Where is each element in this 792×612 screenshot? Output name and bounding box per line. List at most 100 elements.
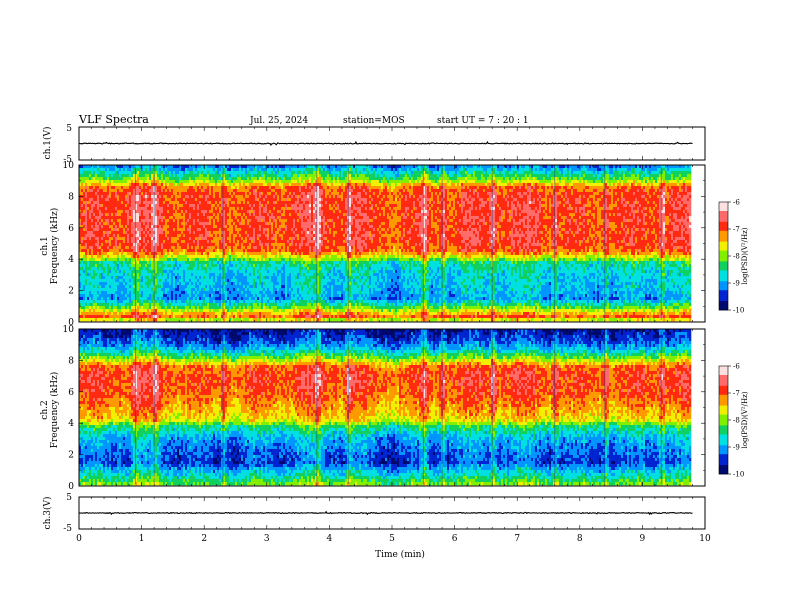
ch1-spectrogram-cell <box>205 174 208 178</box>
ch1-spectrogram-cell <box>115 255 118 259</box>
ch1-spectrogram-cell <box>111 240 114 250</box>
ch1-spectrogram-cell <box>355 315 358 319</box>
ch1-spectrogram-cell <box>261 180 264 184</box>
ch1-spectrogram-cell <box>167 177 170 184</box>
ch1-spectrogram-cell <box>161 222 164 229</box>
ch1-spectrogram-cell <box>143 165 146 172</box>
ch1-spectrogram-cell <box>213 213 216 217</box>
ch1-spectrogram-cell <box>251 315 254 319</box>
ch1-spectrogram-cell <box>341 294 344 301</box>
ch1-spectrogram-cell <box>255 261 258 268</box>
ch1-spectrogram-cell <box>137 213 140 223</box>
ch1-spectrogram-cell <box>91 201 94 205</box>
ch1-spectrogram-cell <box>125 234 128 247</box>
ch1-spectrogram-cell <box>395 198 398 202</box>
ch1-spectrogram-cell <box>399 198 402 211</box>
ch1-spectrogram-cell <box>197 219 200 223</box>
ch1-spectrogram-cell <box>311 234 314 238</box>
ch1-spectrogram-cell <box>283 198 286 202</box>
ch1-spectrogram-cell <box>371 180 374 187</box>
ch1-spectrogram-cell <box>375 291 378 298</box>
ch1-spectrogram-cell <box>297 219 300 223</box>
ch1-spectrogram-cell <box>259 183 262 187</box>
ch1-spectrogram-cell <box>219 258 222 262</box>
ch1-spectrogram-cell <box>215 204 218 208</box>
ch1-spectrogram-cell <box>93 177 96 184</box>
ch1-spectrogram-cell <box>255 300 258 304</box>
ch1-spectrogram-cell <box>195 201 198 238</box>
ch1-spectrogram-cell <box>241 201 244 208</box>
ch1-spectrogram-cell <box>353 258 356 262</box>
ch1-spectrogram-cell <box>405 303 408 307</box>
ch1-spectrogram-cell <box>297 315 300 319</box>
ch1-spectrogram-cell <box>295 285 298 304</box>
ch1-spectrogram-cell <box>339 195 342 199</box>
ch1-spectrogram-cell <box>157 174 160 178</box>
ch1-spectrogram-cell <box>395 177 398 181</box>
ch1-spectrogram-cell <box>199 285 202 292</box>
ch1-spectrogram-cell <box>381 282 384 292</box>
ch1-spectrogram-cell <box>301 255 304 259</box>
ch1-spectrogram-cell <box>259 186 262 193</box>
ch1-spectrogram-cell <box>165 270 168 274</box>
ch1-spectrogram-cell <box>195 252 198 259</box>
ch1-spectrogram-cell <box>167 219 170 223</box>
ch1-spectrogram-cell <box>143 231 146 235</box>
ch1-spectrogram-cell <box>341 258 344 262</box>
ch1-spectrogram-cell <box>311 300 314 304</box>
ch1-spectrogram-cell <box>381 300 384 307</box>
ch1-spectrogram-cell <box>91 309 94 313</box>
ch1-spectrogram-cell <box>83 306 86 310</box>
ch1-spectrogram-cell <box>89 291 92 298</box>
ch1-spectrogram-cell <box>183 213 186 232</box>
ch1-spectrogram-cell <box>335 168 338 172</box>
ch1-spectrogram-cell <box>227 288 230 292</box>
ch1-spectrogram-cell <box>151 294 154 304</box>
ch1-spectrogram-cell <box>397 318 400 322</box>
ch1-spectrogram-cell <box>279 228 282 232</box>
ch1-spectrogram-cell <box>287 318 290 322</box>
ch1-spectrogram-cell <box>339 297 342 301</box>
ch1-spectrogram-cell <box>349 312 352 316</box>
ch1-spectrogram-cell <box>401 255 404 262</box>
ch1-spectrogram-cell <box>349 315 352 319</box>
ch1-spectrogram-cell <box>209 312 212 319</box>
ch1-spectrogram-cell <box>275 267 278 271</box>
ch1-spectrogram-cell <box>167 258 170 262</box>
ch1-spectrogram-cell <box>221 252 224 259</box>
ch1-spectrogram-cell <box>361 237 364 241</box>
ch1-spectrogram-cell <box>351 225 354 232</box>
ch1-spectrogram-cell <box>297 213 300 217</box>
ch1-spectrogram-cell <box>127 309 130 313</box>
ch1-spectrogram-cell <box>141 303 144 307</box>
ch1-spectrogram-cell <box>93 207 96 214</box>
ch1-spectrogram-cell <box>167 198 170 202</box>
ch1-spectrogram-cell <box>289 201 292 208</box>
ch1-spectrogram-cell <box>303 240 306 256</box>
ch1-spectrogram-cell <box>315 303 318 307</box>
ch1-spectrogram-cell <box>115 312 118 319</box>
ch1-spectrogram-cell <box>243 216 246 220</box>
ch1-spectrogram-cell <box>129 207 132 211</box>
ch1-spectrogram-cell <box>277 309 280 313</box>
ch1-spectrogram-cell <box>395 318 398 322</box>
ch1-spectrogram-cell <box>349 252 352 259</box>
ch1-spectrogram-cell <box>109 300 112 307</box>
ch1-spectrogram-cell <box>319 168 322 175</box>
ch1-spectrogram-cell <box>407 177 410 184</box>
ch1-spectrogram-cell <box>79 195 82 211</box>
ch1-spectrogram-cell <box>213 219 216 229</box>
ch1-spectrogram-cell <box>177 231 180 235</box>
ch1-spectrogram-cell <box>175 255 178 259</box>
ch1-spectrogram-cell <box>155 255 158 259</box>
ch1-spectrogram-cell <box>159 261 162 265</box>
ch1-spectrogram-cell <box>99 294 102 301</box>
ch1-spectrogram-cell <box>319 237 322 241</box>
ch1-spectrogram-cell <box>129 315 132 319</box>
ch1-spectrogram-cell <box>327 240 330 244</box>
ch1-spectrogram-cell <box>323 189 326 217</box>
ch1-spectrogram-cell <box>403 177 406 184</box>
ch1-spectrogram-cell <box>315 243 318 247</box>
ch1-spectrogram-cell <box>339 312 342 316</box>
ch1-spectrogram-cell <box>293 315 296 319</box>
